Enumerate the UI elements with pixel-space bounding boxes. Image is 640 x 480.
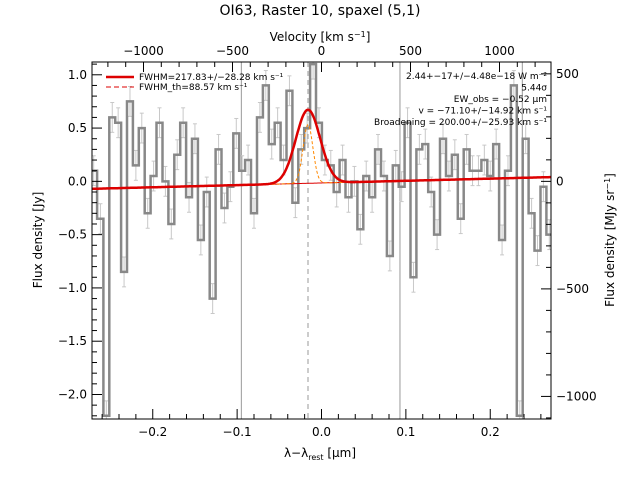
y-tick-label: 0.0 [68, 174, 87, 188]
top-tick-label: −1000 [123, 44, 164, 58]
y-axis-label: Flux density [Jy] [31, 192, 45, 289]
y-tick-label: −2.0 [58, 387, 87, 401]
annotation-text: EW_obs = −0.52 μm [454, 95, 547, 105]
annotation-text: 5.44σ [521, 84, 547, 94]
plot-area [92, 62, 551, 419]
top-tick-label: 500 [399, 44, 422, 58]
x-tick-label: −0.2 [138, 425, 167, 439]
right-tick-label: −1000 [556, 389, 597, 403]
right-tick-label: −500 [556, 282, 589, 296]
right-axis-label: Flux density [MJy sr−1] [603, 173, 617, 307]
legend-instrumental-label: FWHM_th=88.57 km s⁻¹ [139, 83, 248, 93]
y-tick-label: −0.5 [58, 228, 87, 242]
gaussian-fit-line [92, 108, 551, 191]
right-tick-label: 0 [556, 174, 564, 188]
x-tick-label: −0.1 [223, 425, 252, 439]
top-axis-label: Velocity [km s−1] [270, 30, 371, 44]
x-axis-label: λ−λrest [μm] [284, 446, 356, 462]
y-tick-label: 0.5 [68, 121, 87, 135]
annotation-text: v = −71.10+/−14.92 km s⁻¹ [418, 107, 547, 117]
y-tick-label: −1.0 [58, 281, 87, 295]
x-tick-label: 0.0 [312, 425, 331, 439]
right-tick-label: 500 [556, 67, 579, 81]
top-tick-label: 1000 [484, 44, 515, 58]
y-tick-label: −1.5 [58, 334, 87, 348]
chart-title: OI63, Raster 10, spaxel (5,1) [220, 3, 421, 19]
spectrum-line [92, 62, 551, 418]
annotation-text: 2.44+−17+/−4.48e−18 W m⁻² [406, 72, 547, 82]
top-tick-label: 0 [318, 44, 326, 58]
axes: −0.2 −0.1 0.0 0.1 0.2 −1000 −500 0 500 1000 −2.0 −1… [58, 44, 597, 439]
y-tick-label: 1.0 [68, 68, 87, 82]
annotation-text: Broadening = 200.00+/−25.93 km s⁻¹ [374, 118, 547, 128]
legend: FWHM=217.83+/−28.28 km s⁻¹FWHM_th=88.57 … [106, 73, 284, 93]
x-tick-label: 0.1 [396, 425, 415, 439]
x-tick-label: 0.2 [481, 425, 500, 439]
legend-fit-label: FWHM=217.83+/−28.28 km s⁻¹ [139, 73, 284, 83]
top-tick-label: −500 [216, 44, 249, 58]
